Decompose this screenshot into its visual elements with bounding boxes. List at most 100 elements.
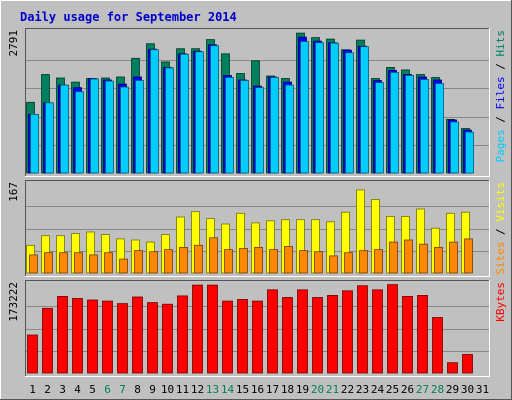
chart-title: Daily usage for September 2014 (20, 10, 237, 24)
bar-kbytes-day-11 (177, 295, 188, 374)
bar-sites-day-7 (119, 258, 128, 274)
bar-sites-day-8 (134, 250, 143, 274)
bar-sites-day-5 (89, 254, 98, 274)
bar-sites-day-24 (374, 249, 383, 274)
bar-sites-day-28 (434, 246, 443, 274)
bar-kbytes-day-17 (267, 289, 278, 374)
x-tick-label: 24 (371, 383, 385, 396)
bar-sites-day-23 (359, 250, 368, 274)
bar-pages-day-21 (330, 42, 339, 174)
x-tick-label: 7 (119, 383, 126, 396)
x-tick-label: 28 (431, 383, 444, 396)
bar-kbytes-day-26 (402, 295, 413, 374)
bar-kbytes-day-28 (432, 317, 443, 374)
bar-pages-day-28 (435, 83, 444, 174)
x-tick-label: 4 (74, 383, 81, 396)
x-tick-label: 3 (59, 383, 66, 396)
bar-sites-day-21 (329, 255, 338, 274)
bar-kbytes-day-10 (162, 303, 173, 374)
x-tick-label: 25 (386, 383, 399, 396)
bar-kbytes-day-8 (132, 296, 143, 374)
bar-sites-day-13 (209, 237, 218, 274)
panel-kbytes: 173222 KBytes (7, 280, 507, 377)
bar-kbytes-day-22 (342, 290, 353, 374)
x-tick-label: 5 (89, 383, 96, 396)
series-legend: Pages / Files / Hits (494, 30, 507, 163)
x-tick-label: 9 (149, 383, 156, 396)
bar-pages-day-12 (195, 51, 204, 174)
bar-pages-day-7 (120, 86, 129, 174)
bar-pages-day-6 (105, 80, 114, 174)
bar-pages-day-23 (360, 46, 369, 174)
bar-pages-day-5 (90, 78, 99, 174)
panel-visits-sites: 167 Sites / Visits (7, 180, 507, 277)
x-tick-label: 8 (134, 383, 141, 396)
bar-kbytes-day-15 (237, 299, 248, 374)
x-tick-label: 10 (161, 383, 174, 396)
bar-pages-day-24 (375, 82, 384, 174)
bar-sites-day-22 (344, 252, 353, 274)
bar-sites-day-1 (29, 254, 38, 274)
x-tick-label: 17 (266, 383, 279, 396)
series-legend: KBytes (494, 282, 507, 322)
bar-pages-day-27 (420, 79, 429, 174)
bar-kbytes-day-19 (297, 289, 308, 374)
bar-pages-day-16 (255, 87, 264, 174)
legend-entry: / (494, 110, 507, 130)
x-tick-label: 21 (326, 383, 339, 396)
bar-pages-day-2 (45, 102, 54, 174)
bar-pages-day-20 (315, 42, 324, 174)
bar-kbytes-day-24 (372, 289, 383, 374)
bar-kbytes-day-12 (192, 284, 203, 374)
x-axis-labels: 1 2 3 4 5 6 7 8 9 10 11 12 13 14 15 16 17 18 19 20 21 22 23 24 2… (29, 383, 489, 396)
bar-sites-day-15 (239, 248, 248, 274)
bar-sites-day-30 (464, 238, 473, 274)
bar-kbytes-day-14 (222, 300, 233, 374)
bar-pages-day-9 (150, 49, 159, 174)
x-tick-label: 18 (281, 383, 294, 396)
bar-sites-day-6 (104, 252, 113, 274)
bar-kbytes-day-23 (357, 285, 368, 374)
y-axis-max-label: 173222 (7, 282, 20, 322)
bar-sites-day-17 (269, 249, 278, 274)
x-tick-label: 1 (29, 383, 36, 396)
bar-sites-day-18 (284, 245, 293, 274)
x-tick-label: 13 (206, 383, 219, 396)
bar-kbytes-day-5 (87, 299, 98, 374)
bar-pages-day-22 (345, 52, 354, 174)
bar-sites-day-10 (164, 249, 173, 274)
bar-kbytes-day-13 (207, 284, 218, 374)
legend-entry: / (494, 57, 507, 77)
legend-entry: Files (494, 76, 507, 109)
bar-pages-day-11 (180, 53, 189, 174)
x-tick-label: 19 (296, 383, 309, 396)
bar-pages-day-26 (405, 75, 414, 174)
bar-kbytes-day-2 (42, 307, 53, 374)
chart-panels: 2791 Pages / Files / Hits 167 Sites / Visit… (7, 28, 507, 377)
bar-sites-day-2 (44, 252, 53, 274)
x-tick-label: 11 (176, 383, 189, 396)
bar-sites-day-12 (194, 244, 203, 274)
bar-sites-day-26 (404, 239, 413, 274)
bar-pages-day-1 (30, 114, 39, 174)
x-tick-label: 14 (221, 383, 235, 396)
bar-pages-day-3 (60, 84, 69, 174)
y-axis-max-label: 2791 (7, 30, 20, 57)
bar-kbytes-day-6 (102, 300, 113, 374)
bar-kbytes-day-7 (117, 303, 128, 374)
legend-entry: KBytes (494, 282, 507, 322)
bar-kbytes-day-18 (282, 297, 293, 374)
bar-pages-day-25 (390, 72, 399, 174)
legend-entry: Sites (494, 242, 507, 275)
x-tick-label: 23 (356, 383, 369, 396)
bar-kbytes-day-25 (387, 284, 398, 374)
bar-pages-day-29 (450, 121, 459, 174)
x-tick-label: 2 (44, 383, 51, 396)
bar-kbytes-day-21 (327, 294, 338, 374)
x-tick-label: 26 (401, 383, 414, 396)
bar-kbytes-day-20 (312, 297, 323, 374)
series-legend: Sites / Visits (494, 182, 507, 275)
y-axis-max-label: 167 (7, 182, 20, 202)
x-tick-label: 31 (476, 383, 489, 396)
